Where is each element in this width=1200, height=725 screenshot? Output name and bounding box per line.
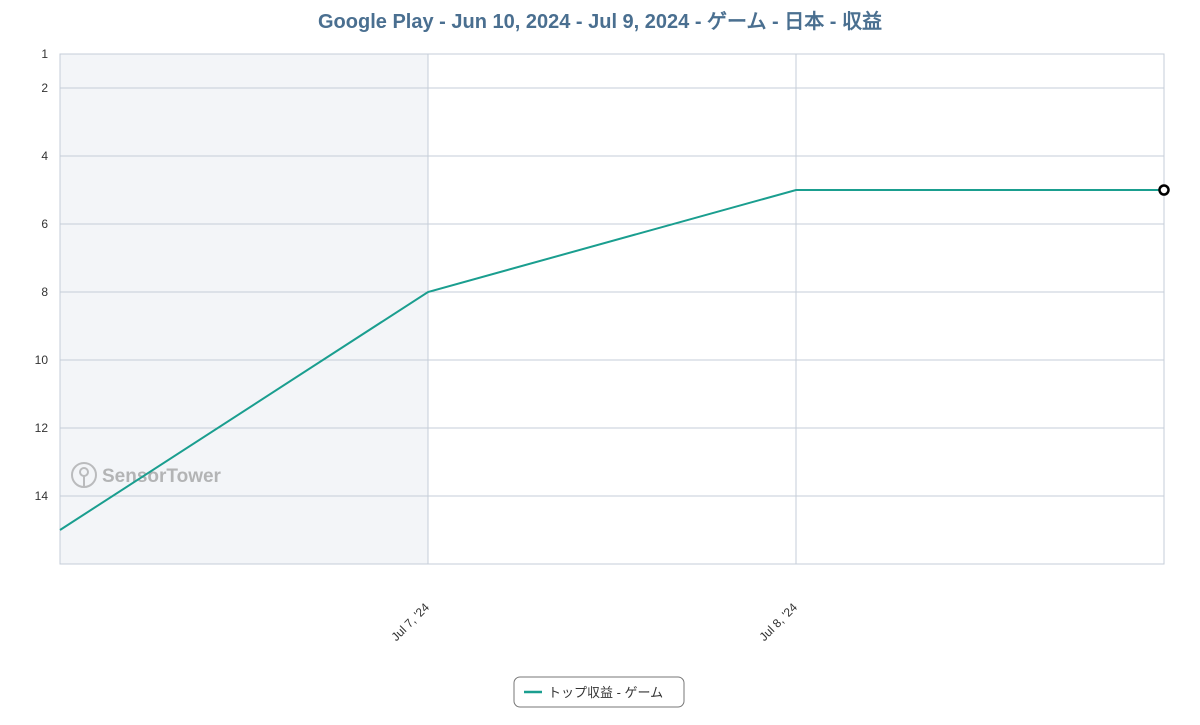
plot-border — [59, 53, 1165, 565]
y-tick-label: 2 — [41, 81, 48, 95]
shaded-region — [60, 54, 428, 564]
legend-box — [513, 676, 685, 708]
y-tick-label: 4 — [41, 149, 48, 163]
watermark-text: SensorTower — [102, 466, 222, 487]
end-marker — [1158, 184, 1170, 196]
y-tick-label: 1 — [41, 47, 48, 61]
y-tick-label: 8 — [41, 285, 48, 299]
watermark-icon — [79, 467, 89, 477]
line-series — [59, 189, 1164, 531]
legend-label: トップ収益 - ゲーム — [548, 685, 663, 700]
chart-title: Google Play - Jun 10, 2024 - Jul 9, 2024… — [318, 9, 882, 33]
y-tick-label: 12 — [35, 421, 49, 435]
grid — [60, 53, 1164, 564]
y-tick-label: 6 — [41, 217, 48, 231]
watermark: SensorTower — [71, 462, 222, 488]
y-tick-label: 14 — [35, 489, 49, 503]
x-tick-label: Jul 8, '24 — [757, 600, 801, 644]
y-tick-label: 10 — [35, 353, 49, 367]
x-tick-label: Jul 7, '24 — [389, 600, 433, 644]
watermark-icon — [71, 462, 97, 488]
